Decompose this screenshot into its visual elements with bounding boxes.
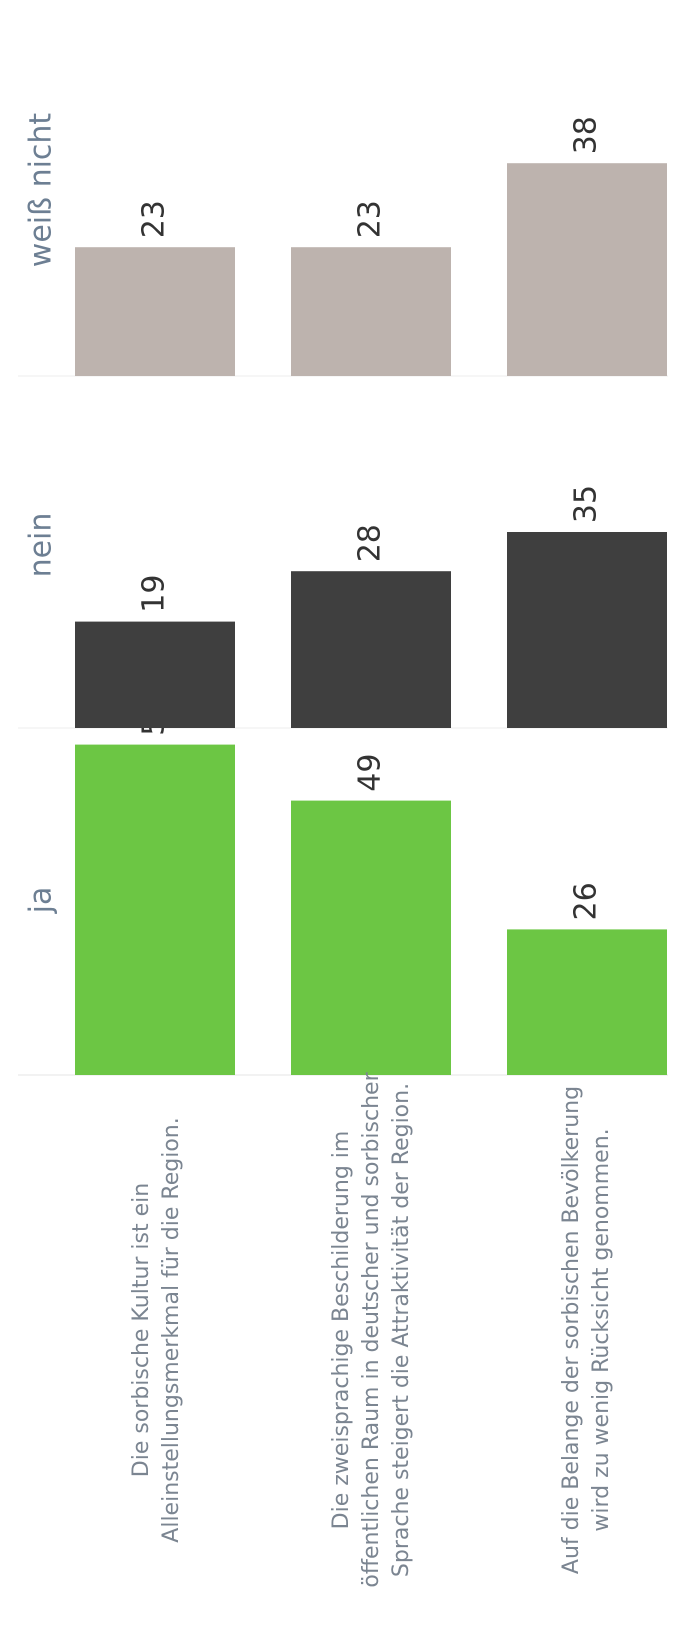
series-label: nein (24, 513, 59, 578)
category-label-line: Auf die Belange der sorbischen Bevölkeru… (559, 1086, 584, 1574)
bar (75, 247, 235, 376)
bar (507, 929, 667, 1075)
bar (291, 571, 451, 728)
bar (291, 800, 451, 1075)
series-label: weiß nicht (24, 113, 59, 268)
data-label: 35 (569, 485, 604, 523)
bar (75, 621, 235, 728)
category-label-line: öffentlichen Raum in deutscher und sorbi… (359, 1071, 384, 1587)
bar (507, 532, 667, 728)
data-label: 23 (353, 200, 388, 238)
bar (507, 163, 667, 376)
category-label-line: Alleinstellungsmerkmal für die Region. (159, 1117, 184, 1542)
category-label-line: wird zu wenig Rücksicht genommen. (589, 1128, 614, 1531)
category-label-line: Die sorbische Kultur ist ein (129, 1183, 154, 1477)
series-label: ja (24, 887, 59, 915)
category-label: Die sorbische Kultur ist ein Alleinstellu… (129, 1117, 184, 1542)
category-label-line: Sprache steigert die Attraktivität der R… (389, 1083, 414, 1577)
category-label: Die zweisprachige Beschilderung im öffent… (329, 1071, 414, 1587)
category-label-line: Die zweisprachige Beschilderung im (329, 1131, 354, 1530)
data-label: 26 (569, 882, 604, 920)
category-label: Auf die Belange der sorbischen Bevölkeru… (559, 1086, 614, 1574)
data-label: 19 (137, 575, 172, 613)
data-label: 28 (353, 524, 388, 562)
bar (291, 247, 451, 376)
data-label: 49 (353, 754, 388, 792)
data-label: 38 (569, 116, 604, 154)
data-label: 23 (137, 200, 172, 238)
bar (75, 744, 235, 1075)
